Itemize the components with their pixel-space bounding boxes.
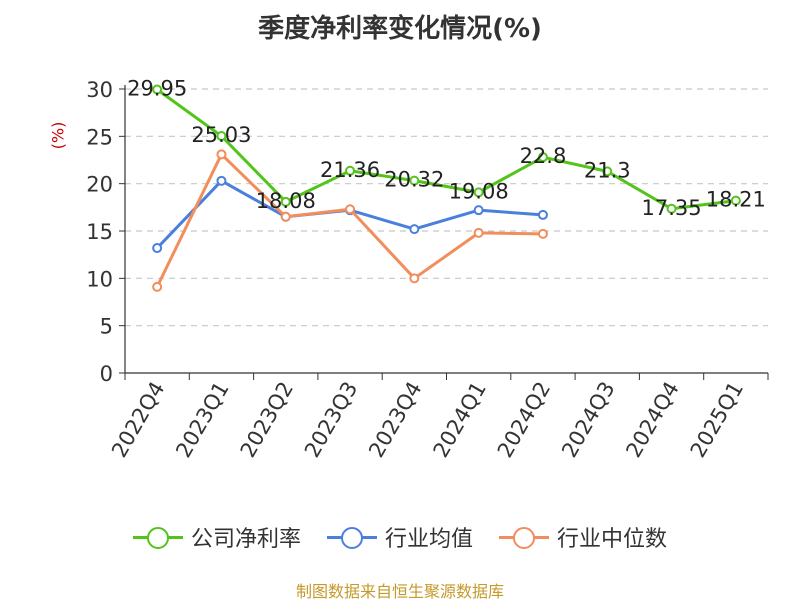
data-point <box>537 152 548 163</box>
footer-source: 制图数据来自恒生聚源数据库 <box>295 582 504 601</box>
legend-label: 行业均值 <box>384 527 473 552</box>
x-tick-label: 2023Q2 <box>236 378 298 462</box>
data-point <box>345 165 356 176</box>
legend-item[interactable]: 行业均值 <box>326 521 473 553</box>
y-tick-label: 15 <box>86 220 113 244</box>
data-point <box>730 195 741 206</box>
legend-swatch <box>499 527 549 549</box>
legend-marker <box>146 527 169 549</box>
x-tick-label: 2024Q3 <box>557 378 619 462</box>
data-point <box>216 149 227 160</box>
data-point <box>473 205 484 216</box>
data-point <box>152 281 163 292</box>
y-tick-label: 5 <box>100 315 113 339</box>
x-tick-label: 2023Q3 <box>300 378 362 462</box>
data-point <box>280 196 291 207</box>
y-tick-label: 30 <box>86 78 113 102</box>
legend-swatch <box>132 527 183 549</box>
data-point <box>473 227 484 238</box>
x-tick-label: 2022Q4 <box>107 378 169 462</box>
data-label: 21.36 <box>320 158 380 182</box>
x-tick-label: 2023Q4 <box>364 378 426 462</box>
data-point <box>216 131 227 142</box>
legend-label: 行业中位数 <box>557 527 668 552</box>
data-label: 18.21 <box>706 188 766 212</box>
legend-item[interactable]: 行业中位数 <box>499 521 667 553</box>
legend-item[interactable]: 公司净利率 <box>132 521 301 553</box>
data-label: 22.8 <box>520 144 567 168</box>
data-point <box>152 84 163 95</box>
x-tick-label: 2024Q1 <box>429 378 491 462</box>
data-point <box>537 209 548 220</box>
chart-title: 季度净利率变化情况(%) <box>258 14 542 44</box>
data-point <box>409 224 420 235</box>
data-point <box>409 273 420 284</box>
series-line <box>156 88 737 211</box>
data-label: 21.3 <box>584 158 631 182</box>
data-point <box>152 243 163 254</box>
data-point <box>345 204 356 215</box>
data-label: 29.95 <box>127 76 187 100</box>
y-tick-label: 10 <box>86 267 113 291</box>
y-tick-label: 0 <box>100 362 113 386</box>
data-point <box>409 175 420 186</box>
data-point <box>602 166 613 177</box>
legend-swatch <box>326 527 377 549</box>
data-point <box>216 175 227 186</box>
data-label: 18.08 <box>256 189 316 213</box>
x-tick-label: 2025Q1 <box>686 378 748 462</box>
data-point <box>666 203 677 214</box>
x-tick-label: 2024Q2 <box>493 378 555 462</box>
y-tick-label: 20 <box>86 173 113 197</box>
legend-label: 公司净利率 <box>190 527 301 552</box>
legend-marker <box>340 527 363 549</box>
legend: 公司净利率 行业均值 行业中位数 <box>0 520 800 554</box>
data-point <box>473 187 484 198</box>
data-label: 25.03 <box>191 123 251 147</box>
data-label: 19.08 <box>449 179 509 203</box>
data-point <box>280 211 291 222</box>
data-label: 17.35 <box>641 196 701 220</box>
y-tick-label: 25 <box>86 125 113 149</box>
data-point <box>537 228 548 239</box>
legend-marker <box>513 527 535 549</box>
data-label: 20.32 <box>384 168 444 192</box>
x-tick-label: 2024Q4 <box>621 378 683 462</box>
x-tick-label: 2023Q1 <box>171 378 233 462</box>
